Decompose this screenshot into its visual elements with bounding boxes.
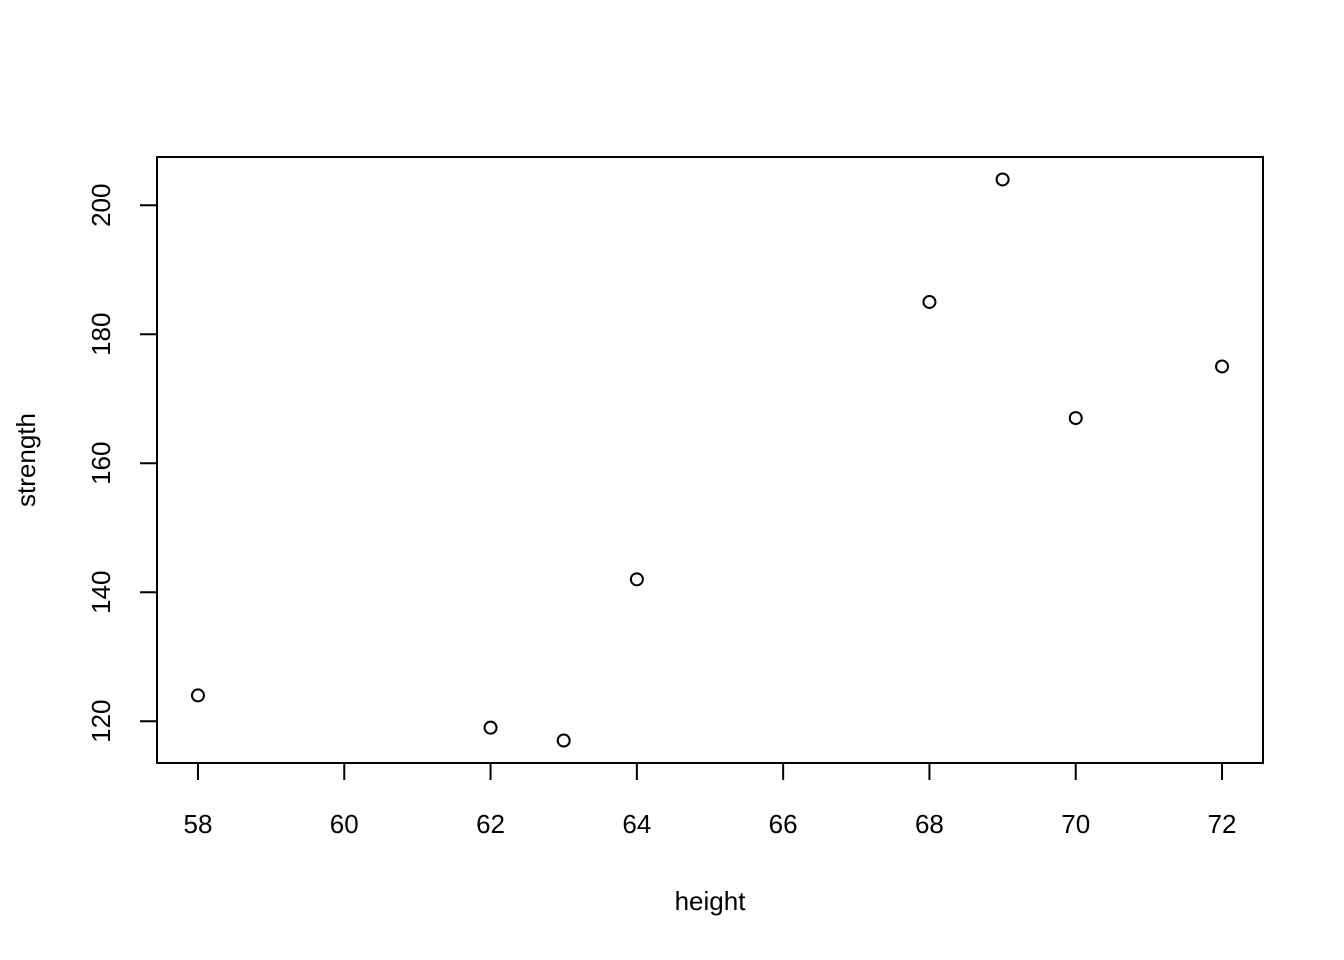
y-tick-label: 120 — [86, 700, 116, 743]
plot-frame — [156, 156, 1264, 764]
y-axis-label: strength — [11, 413, 41, 507]
x-tick-label: 72 — [1208, 809, 1237, 839]
point — [922, 294, 937, 309]
x-tick-label: 58 — [184, 809, 213, 839]
point — [190, 688, 205, 703]
point — [995, 172, 1010, 187]
point — [1068, 411, 1083, 426]
point — [629, 572, 644, 587]
x-tick-label: 70 — [1061, 809, 1090, 839]
y-tick-label: 140 — [86, 571, 116, 614]
x-tick-label: 60 — [330, 809, 359, 839]
x-tick-label: 64 — [622, 809, 651, 839]
point — [1215, 359, 1230, 374]
x-axis-label: height — [675, 886, 747, 916]
y-tick-label: 180 — [86, 313, 116, 356]
x-tick-label: 62 — [476, 809, 505, 839]
x-tick-label: 66 — [769, 809, 798, 839]
y-tick-label: 160 — [86, 442, 116, 485]
point — [556, 733, 571, 748]
y-tick-label: 200 — [86, 184, 116, 227]
point — [483, 720, 498, 735]
x-tick-label: 68 — [915, 809, 944, 839]
